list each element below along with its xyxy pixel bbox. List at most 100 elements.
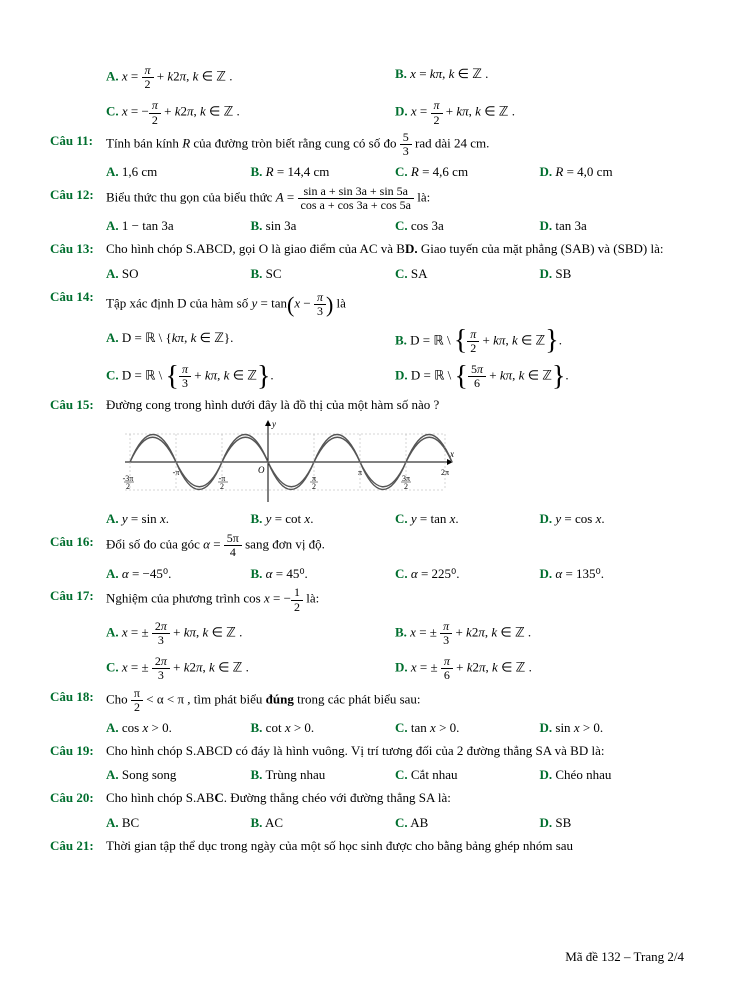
q16-opt-b: B. α = 45⁰. (251, 562, 396, 587)
q11-opt-a: A. 1,6 cm (106, 160, 251, 185)
q18-opt-d: D. sin x > 0. (540, 716, 685, 741)
q11-mid: của đường tròn biết rằng cung có số đo (190, 135, 400, 150)
q20-opt-d: D. SB (540, 811, 685, 836)
q13-options: A. SO B. SC C. SA D. SB (106, 262, 684, 287)
q17-body: Nghiệm của phương trình cos x = −12 là: (106, 586, 684, 613)
q17-options: A. x = ± 2π3 + kπ, k ∈ ℤ . B. x = ± π3 +… (106, 616, 684, 687)
q12-pre: Biểu thức thu gọn của biểu thức (106, 190, 276, 205)
opt-label-c: C. (106, 104, 119, 119)
q18-opt-c: C. tan x > 0. (395, 716, 540, 741)
q10-opt-d: D. x = π2 + kπ, k ∈ ℤ . (395, 95, 684, 130)
q20-opt-b: B. AC (251, 811, 396, 836)
opt-label-b: B. (395, 66, 407, 81)
q21-body: Thời gian tập thể dục trong ngày của một… (106, 836, 684, 857)
q13-opt-d: D. SB (540, 262, 685, 287)
q12-body: Biểu thức thu gọn của biểu thức A = sin … (106, 185, 684, 212)
q10-opt-a: A. x = π2 + k2π, k ∈ ℤ . (106, 60, 395, 95)
q19-opt-b: B. Trùng nhau (251, 763, 396, 788)
q19-opt-a: A. Song song (106, 763, 251, 788)
q21-row: Câu 21: Thời gian tập thể dục trong ngày… (50, 836, 684, 857)
svg-text:y: y (271, 419, 276, 429)
q13-label: Câu 13: (50, 239, 106, 260)
q12-opt-d: D. tan 3a (540, 214, 685, 239)
q11-opt-d: D. R = 4,0 cm (540, 160, 685, 185)
q20-options: A. BC B. AC C. AB D. SB (106, 811, 684, 836)
q18-opt-a: A. cos x > 0. (106, 716, 251, 741)
q21-label: Câu 21: (50, 836, 106, 857)
q19-label: Câu 19: (50, 741, 106, 762)
q20-body: Cho hình chóp S.ABC. Đường thẳng chéo vớ… (106, 788, 684, 809)
q12-post: là: (414, 190, 430, 205)
q13-body: Cho hình chóp S.ABCD, gọi O là giao điểm… (106, 239, 684, 260)
q11-pre: Tính bán kính (106, 135, 182, 150)
q15-opt-b: B. y = cot x. (251, 507, 396, 532)
q18-row: Câu 18: Cho π2 < α < π , tìm phát biểu đ… (50, 687, 684, 714)
q10-opt-c: C. x = −π2 + k2π, k ∈ ℤ . (106, 95, 395, 130)
q14-row: Câu 14: Tập xác định D của hàm số y = ta… (50, 287, 684, 322)
q17-opt-d: D. x = ± π6 + k2π, k ∈ ℤ . (395, 651, 684, 686)
q12-row: Câu 12: Biểu thức thu gọn của biểu thức … (50, 185, 684, 212)
opt-label-d: D. (395, 104, 408, 119)
q17-label: Câu 17: (50, 586, 106, 613)
q15-opt-c: C. y = tan x. (395, 507, 540, 532)
q20-opt-c: C. AB (395, 811, 540, 836)
q11-R: R (182, 135, 190, 150)
q13-row: Câu 13: Cho hình chóp S.ABCD, gọi O là g… (50, 239, 684, 260)
q11-row: Câu 11: Tính bán kính R của đường tròn b… (50, 131, 684, 158)
q15-graph: y x O -3π2 -π -π2 π2 π 3π2 2π (120, 417, 460, 507)
opt-label-a: A. (106, 69, 119, 84)
q11-opt-c: C. R = 4,6 cm (395, 160, 540, 185)
q17-opt-a: A. x = ± 2π3 + kπ, k ∈ ℤ . (106, 616, 395, 651)
q14-options: A. D = ℝ \ {kπ, k ∈ ℤ}. B. D = ℝ \ {π2 +… (106, 324, 684, 395)
q16-opt-d: D. α = 135⁰. (540, 562, 685, 587)
q19-body: Cho hình chóp S.ABCD có đáy là hình vuôn… (106, 741, 684, 762)
q19-opt-d: D. Chéo nhau (540, 763, 685, 788)
q16-body: Đổi số đo của góc α = 5π4 sang đơn vị độ… (106, 532, 684, 559)
q18-body: Cho π2 < α < π , tìm phát biểu đúng tron… (106, 687, 684, 714)
q16-opt-c: C. α = 225⁰. (395, 562, 540, 587)
q14-label: Câu 14: (50, 287, 106, 322)
q20-row: Câu 20: Cho hình chóp S.ABC. Đường thẳng… (50, 788, 684, 809)
q14-opt-b: B. D = ℝ \ {π2 + kπ, k ∈ ℤ}. (395, 324, 684, 359)
q17-row: Câu 17: Nghiệm của phương trình cos x = … (50, 586, 684, 613)
q11-fn: 5 (400, 131, 412, 145)
q16-options: A. α = −45⁰. B. α = 45⁰. C. α = 225⁰. D.… (106, 562, 684, 587)
q19-options: A. Song song B. Trùng nhau C. Cắt nhau D… (106, 763, 684, 788)
q17-opt-b: B. x = ± π3 + k2π, k ∈ ℤ . (395, 616, 684, 651)
q15-opt-d: D. y = cos x. (540, 507, 685, 532)
q13-opt-c: C. SA (395, 262, 540, 287)
q10-options: A. x = π2 + k2π, k ∈ ℤ . B. x = kπ, k ∈ … (106, 60, 684, 131)
q12-opt-c: C. cos 3a (395, 214, 540, 239)
q12-fn: sin a + sin 3a + sin 5a (298, 185, 415, 199)
q15-body: Đường cong trong hình dưới đây là đồ thị… (106, 395, 684, 416)
q19-opt-c: C. Cắt nhau (395, 763, 540, 788)
q13-opt-a: A. SO (106, 262, 251, 287)
q16-row: Câu 16: Đổi số đo của góc α = 5π4 sang đ… (50, 532, 684, 559)
q15-row: Câu 15: Đường cong trong hình dưới đây l… (50, 395, 684, 416)
q13-opt-b: B. SC (251, 262, 396, 287)
q15-label: Câu 15: (50, 395, 106, 416)
q11-fd: 3 (400, 145, 412, 158)
q10-opt-b: B. x = kπ, k ∈ ℤ . (395, 60, 684, 95)
q12-label: Câu 12: (50, 185, 106, 212)
q12-fd: cos a + cos 3a + cos 5a (298, 199, 415, 212)
q18-opt-b: B. cot x > 0. (251, 716, 396, 741)
q16-label: Câu 16: (50, 532, 106, 559)
q11-opt-b: B. R = 14,4 cm (251, 160, 396, 185)
q14-opt-a: A. D = ℝ \ {kπ, k ∈ ℤ}. (106, 324, 395, 359)
q11-body: Tính bán kính R của đường tròn biết rằng… (106, 131, 684, 158)
q14-opt-c: C. D = ℝ \ {π3 + kπ, k ∈ ℤ}. (106, 359, 395, 394)
q14-opt-d: D. D = ℝ \ {5π6 + kπ, k ∈ ℤ}. (395, 359, 684, 394)
q15-opt-a: A. y = sin x. (106, 507, 251, 532)
q16-opt-a: A. α = −45⁰. (106, 562, 251, 587)
q14-body: Tập xác định D của hàm số y = tan(x − π3… (106, 287, 684, 322)
svg-text:2: 2 (126, 482, 130, 491)
q18-options: A. cos x > 0. B. cot x > 0. C. tan x > 0… (106, 716, 684, 741)
q12-options: A. 1 − tan 3a B. sin 3a C. cos 3a D. tan… (106, 214, 684, 239)
q18-label: Câu 18: (50, 687, 106, 714)
q11-post: rad dài 24 cm. (412, 135, 490, 150)
q17-opt-c: C. x = ± 2π3 + k2π, k ∈ ℤ . (106, 651, 395, 686)
svg-text:O: O (258, 465, 265, 475)
q11-label: Câu 11: (50, 131, 106, 158)
q12-opt-b: B. sin 3a (251, 214, 396, 239)
